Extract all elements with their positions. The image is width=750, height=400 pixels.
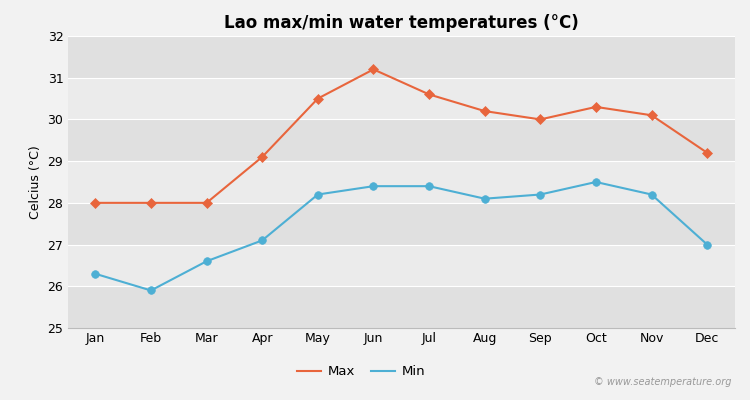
Max [480,109,489,114]
Max [647,113,656,118]
Bar [68,203,735,244]
Max [536,117,544,122]
Max [314,96,322,101]
Max [91,200,100,205]
Min [314,192,322,197]
Bar [68,286,735,328]
Bar [68,120,735,161]
Min [647,192,656,197]
Max [146,200,155,205]
Min [91,271,100,276]
Bar [68,36,735,78]
Line: Max: Max [92,66,711,206]
Max [592,104,601,109]
Min [592,180,601,184]
Bar [68,78,735,120]
Min [258,238,267,243]
Line: Min: Min [92,178,711,294]
Min [480,196,489,201]
Min [369,184,378,188]
Legend: Max, Min: Max, Min [298,365,425,378]
Text: © www.seatemperature.org: © www.seatemperature.org [594,377,731,387]
Y-axis label: Celcius (°C): Celcius (°C) [29,145,42,219]
Min [424,184,433,188]
Min [703,242,712,247]
Bar [68,161,735,203]
Bar [68,244,735,286]
Max [202,200,211,205]
Max [258,154,267,159]
Min [146,288,155,293]
Min [202,259,211,264]
Max [424,92,433,97]
Max [703,150,712,155]
Title: Lao max/min water temperatures (°C): Lao max/min water temperatures (°C) [224,14,579,32]
Max [369,67,378,72]
Min [536,192,544,197]
